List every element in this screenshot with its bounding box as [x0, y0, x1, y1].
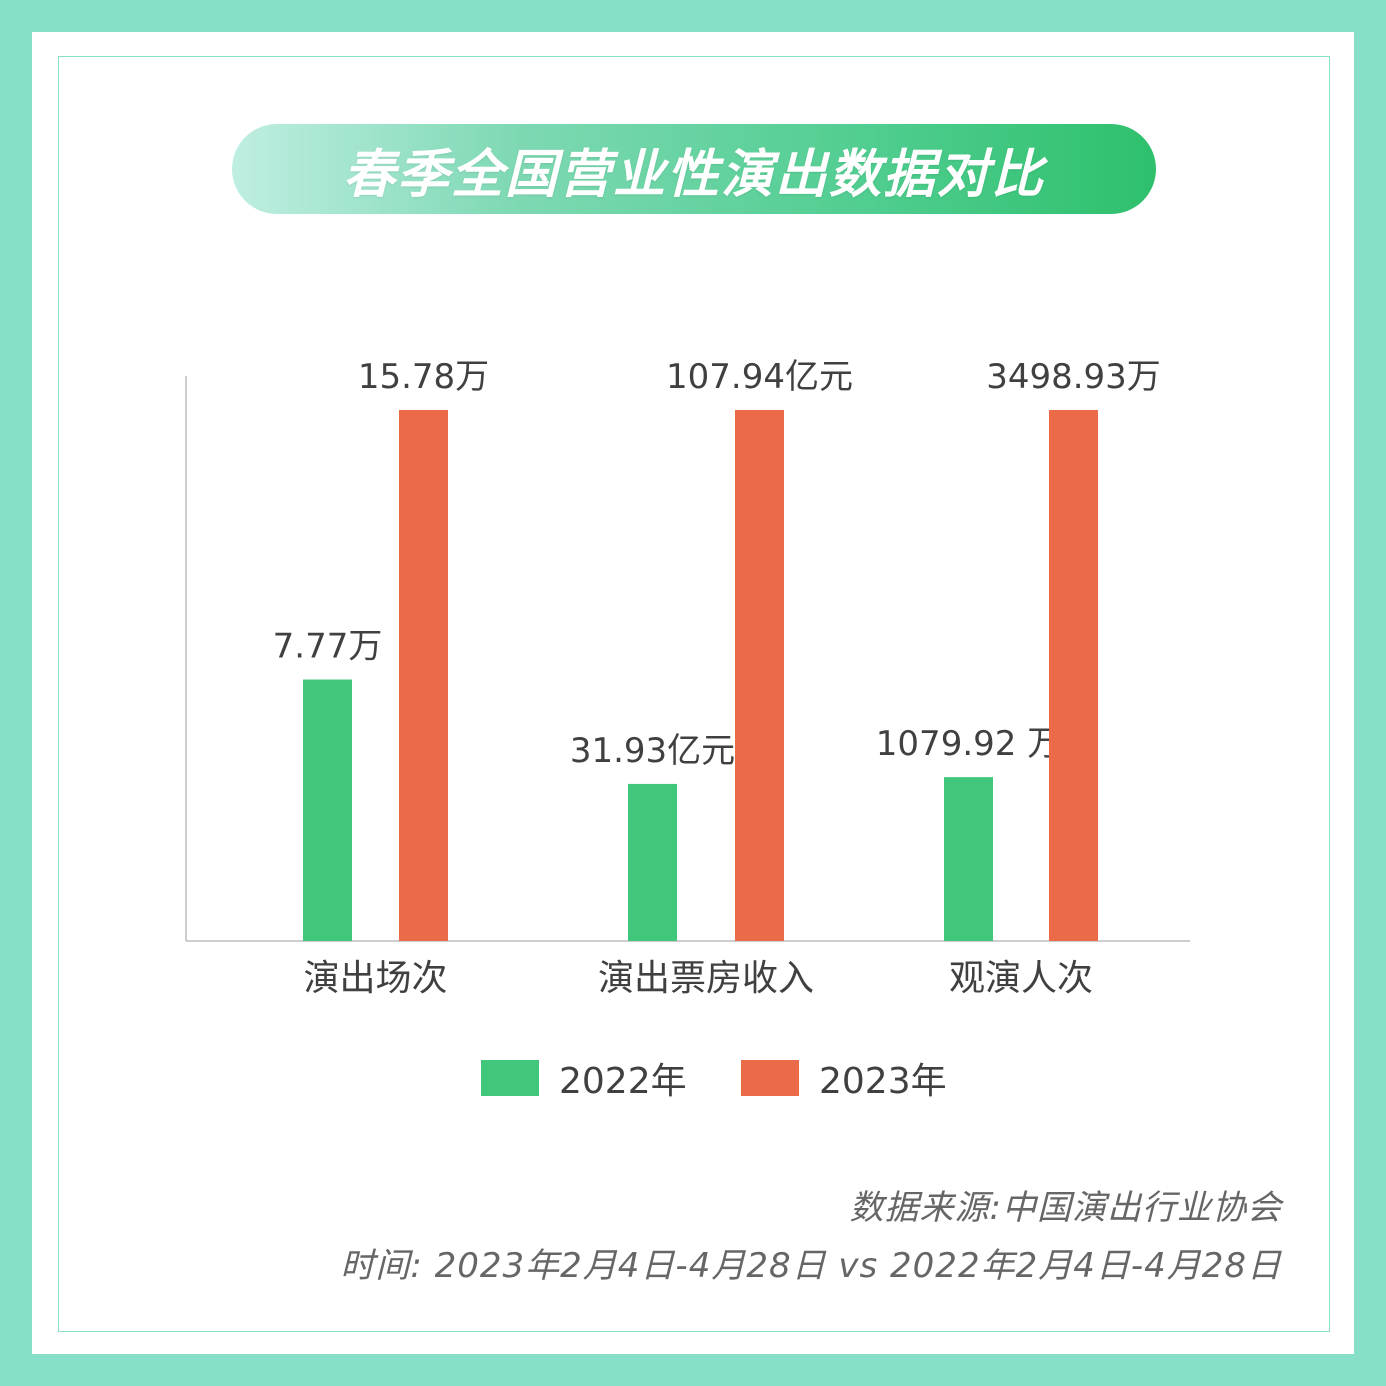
title-banner: 春季全国营业性演出数据对比	[232, 124, 1156, 214]
bar-2022-0	[303, 679, 352, 941]
source-note: 数据来源:中国演出行业协会	[849, 1188, 1282, 1228]
data-label-2022-0: 7.77万	[273, 627, 383, 667]
data-label-2022-2: 1079.92 万	[876, 724, 1061, 764]
bar-2022-1	[628, 783, 677, 941]
legend-swatch-2022	[481, 1060, 539, 1096]
chart-title: 春季全国营业性演出数据对比	[342, 144, 1045, 205]
category-label-1: 演出票房收入	[598, 958, 814, 999]
legend-item-2023: 2023年	[741, 1052, 947, 1104]
chart-card	[32, 32, 1354, 1354]
legend-swatch-2023	[741, 1060, 799, 1096]
bar-2023-0	[399, 410, 448, 941]
category-label-2: 观演人次	[949, 958, 1093, 999]
bar-2023-2	[1049, 410, 1098, 941]
legend-label-2023: 2023年	[819, 1061, 947, 1102]
data-label-2023-0: 15.78万	[358, 357, 489, 397]
data-label-2023-2: 3498.93万	[986, 357, 1161, 397]
legend-label-2022: 2022年	[559, 1061, 687, 1102]
bar-2022-2	[944, 777, 993, 941]
time-note: 时间: 2023年2月4日-4月28日 vs 2022年2月4日-4月28日	[340, 1246, 1282, 1286]
data-label-2023-1: 107.94亿元	[666, 357, 853, 397]
legend: 2022年 2023年	[0, 1052, 1386, 1102]
bar-2023-1	[735, 410, 784, 941]
legend-item-2022: 2022年	[481, 1052, 687, 1104]
category-label-0: 演出场次	[303, 958, 447, 999]
data-label-2022-1: 31.93亿元	[570, 731, 735, 771]
